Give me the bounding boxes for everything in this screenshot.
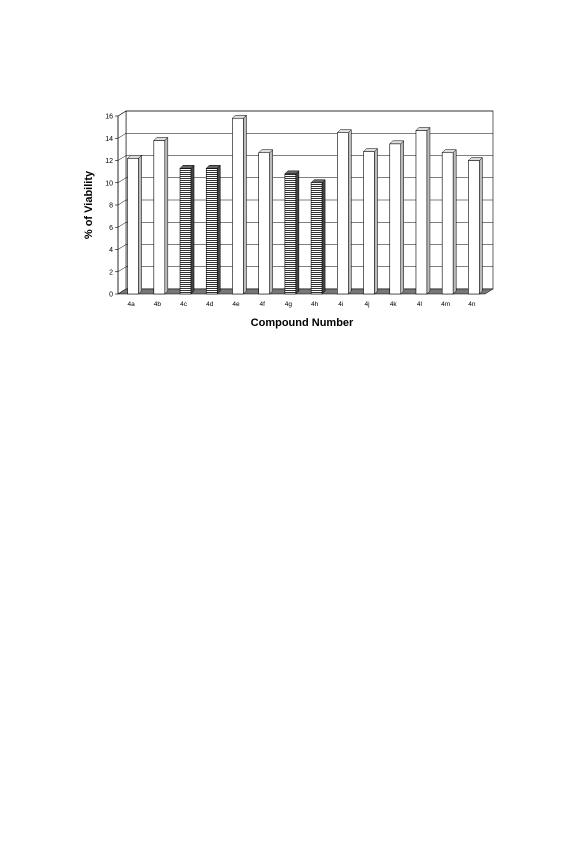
bar-side (479, 156, 483, 295)
bar-4l (415, 126, 431, 295)
bar-top (258, 149, 274, 153)
bar-front (232, 117, 244, 295)
bar-side (452, 149, 457, 295)
floor-plane (117, 288, 494, 295)
y-tick-label: 4 (109, 247, 113, 254)
bar-front (441, 152, 454, 295)
bar-side (138, 154, 142, 295)
bar-top (127, 155, 143, 159)
y-tick-label: 12 (105, 158, 113, 165)
bar-4a (127, 154, 143, 295)
y-tick-label: 0 (109, 292, 113, 299)
bar-top (310, 179, 326, 183)
x-tick-label: 4h (311, 301, 319, 308)
bar-side (400, 140, 404, 295)
bar-top (231, 114, 248, 119)
y-tick-label: 6 (109, 225, 113, 232)
y-tick-label: 14 (105, 136, 113, 143)
x-tick-label: 4g (285, 301, 293, 308)
bar-4k (389, 140, 405, 295)
bar-4m (441, 149, 457, 295)
bar-top (467, 157, 483, 161)
plot-floor (117, 288, 494, 295)
bar-front (310, 182, 323, 295)
bar-4h (310, 179, 326, 295)
bar-top (389, 140, 405, 145)
y-tick-label: 2 (109, 269, 113, 276)
bar-top (179, 165, 195, 169)
x-tick-label: 4i (338, 301, 343, 308)
bar-top (415, 127, 431, 131)
bar-side (217, 164, 221, 295)
x-axis-labels: 4a 4b 4c 4d 4e 4f 4g 4h 4i 4j 4k 4l 4m 4n (127, 301, 475, 308)
bar-front (284, 173, 297, 295)
bar-front (337, 132, 349, 295)
x-tick-label: 4c (180, 301, 188, 308)
y-axis-title: % of Viability (83, 170, 95, 239)
bar-side (164, 136, 169, 295)
bar-front (179, 167, 192, 295)
bar-front (127, 157, 139, 295)
y-tick-label: 10 (105, 180, 113, 187)
bar-front (258, 152, 270, 295)
x-axis-title: Compound Number (251, 317, 354, 329)
bar-front (468, 160, 480, 295)
bar-front (389, 143, 402, 295)
bar-top (441, 149, 457, 153)
bar-side (295, 170, 300, 295)
bar-side (269, 149, 273, 295)
bar-4i (336, 129, 352, 295)
x-tick-label: 4j (365, 301, 370, 308)
bar-4c (179, 164, 195, 295)
bar-4d (205, 164, 221, 295)
x-tick-label: 4a (127, 301, 135, 308)
bar-top (153, 137, 169, 141)
bar-side (321, 179, 326, 295)
bar-front (205, 167, 218, 295)
bars-group (127, 114, 483, 295)
y-axis-ticks: 0 2 4 6 8 10 12 14 16 (105, 114, 119, 299)
bar-4j (362, 147, 379, 295)
bar-side (426, 126, 431, 295)
x-tick-label: 4e (232, 301, 240, 308)
bar-top (284, 170, 300, 175)
x-tick-label: 4m (441, 301, 450, 308)
bar-4b (153, 136, 169, 295)
y-tick-label: 8 (109, 203, 113, 210)
bar-side (374, 147, 378, 295)
x-tick-label: 4l (417, 301, 423, 308)
bar-top (362, 148, 379, 152)
bar-top (336, 129, 352, 133)
bar-4g (284, 170, 300, 295)
bar-top (205, 165, 221, 169)
x-tick-label: 4d (206, 301, 214, 308)
y-tick-label: 16 (105, 114, 113, 121)
x-tick-label: 4b (154, 301, 162, 308)
bar-front (363, 151, 375, 295)
bar-4n (467, 156, 483, 295)
bar-front (415, 130, 428, 295)
x-tick-label: 4f (259, 301, 265, 308)
x-tick-label: 4k (390, 301, 398, 308)
x-tick-label: 4n (468, 301, 476, 308)
gridline (117, 133, 493, 139)
bar-front (153, 140, 166, 295)
bar-side (190, 164, 195, 295)
bar-4f (258, 149, 274, 295)
gridline (117, 110, 493, 117)
bar-side (348, 129, 352, 295)
bar-4e (231, 114, 248, 295)
bar-side (243, 114, 247, 295)
